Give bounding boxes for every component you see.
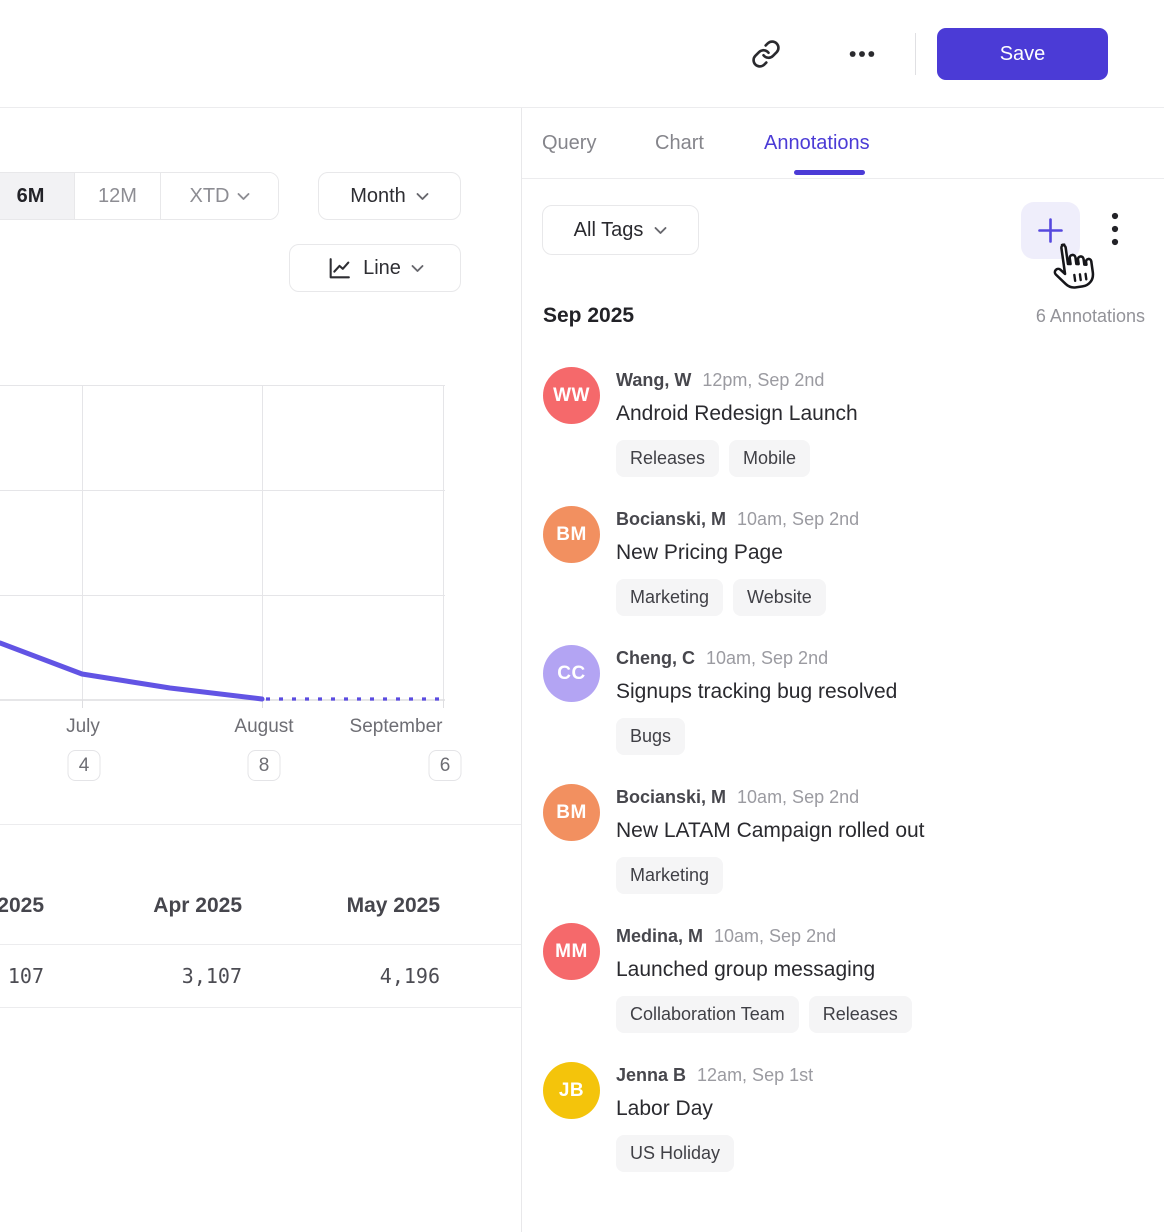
annotation-list-item[interactable]: WW Wang, W 12pm, Sep 2nd Android Redesig… [543,367,1145,477]
annotation-author: Bocianski, M [616,787,727,807]
annotation-timestamp: 10am, Sep 2nd [737,787,860,807]
annotation-tag[interactable]: Releases [616,440,720,477]
tab-chart[interactable]: Chart [655,131,704,154]
panel-tabs: Query Chart Annotations [522,108,1164,179]
table-header-cell: Apr 2025 [153,894,242,917]
all-tags-dropdown[interactable]: All Tags [542,205,699,255]
table-header-cell: 2025 [0,894,44,917]
annotation-timestamp: 10am, Sep 2nd [737,509,860,529]
annotation-tag[interactable]: Collaboration Team [616,996,799,1033]
avatar: MM [543,923,600,980]
line-chart-icon [326,255,353,282]
table-value-cell: 107 [7,964,44,988]
annotation-count-badge-august[interactable]: 8 [247,750,281,781]
annotation-timestamp: 10am, Sep 2nd [714,926,837,946]
annotations-menu-button[interactable] [1099,208,1131,254]
kebab-icon [1110,211,1120,251]
chart-type-dropdown[interactable]: Line [289,244,461,292]
annotation-list-item[interactable]: BM Bocianski, M 10am, Sep 2nd New LATAM … [543,784,1145,894]
ellipsis-icon [846,38,878,70]
range-12m-label: 12M [98,184,137,207]
table-header-cell: May 2025 [346,894,440,917]
chart-canvas [0,385,445,708]
data-table-header-row: 2025 Apr 2025 May 2025 [0,868,521,945]
tab-annotations[interactable]: Annotations [764,131,870,154]
topbar: Save [0,0,1164,108]
granularity-dropdown[interactable]: Month [318,172,461,220]
range-6m-label: 6M [16,184,45,207]
annotation-list-item[interactable]: MM Medina, M 10am, Sep 2nd Launched grou… [543,923,1145,1033]
annotation-title: Signups tracking bug resolved [616,680,898,703]
annotations-count: 6 Annotations [1035,306,1145,326]
topbar-divider [915,33,916,75]
table-value-cell: 3,107 [181,964,242,988]
save-button[interactable]: Save [937,28,1108,80]
avatar: CC [543,645,600,702]
range-xtd-button[interactable]: XTD [161,173,278,219]
annotation-author: Cheng, C [616,648,695,668]
annotation-tag[interactable]: Releases [808,996,912,1033]
active-tab-indicator [794,170,865,175]
annotation-title: New Pricing Page [616,541,783,564]
annotation-timestamp: 10am, Sep 2nd [706,648,829,668]
annotation-title: Android Redesign Launch [616,402,858,425]
x-label-july: July [66,716,100,737]
annotation-author: Bocianski, M [616,509,727,529]
add-annotation-button[interactable] [1021,202,1080,259]
annotation-count-badges: 4 8 6 [0,750,462,782]
tab-query[interactable]: Query [542,131,597,154]
annotation-tag[interactable]: Website [733,579,826,616]
chart-line-solid [0,640,265,702]
link-icon [751,39,781,69]
annotation-list-item[interactable]: JB Jenna B 12am, Sep 1st Labor Day US Ho… [543,1062,1145,1172]
chevron-down-icon [416,192,429,201]
chart-type-label: Line [363,256,401,279]
annotations-panel: Query Chart Annotations All Tags Sep 202… [521,108,1164,1232]
annotation-tag[interactable]: Marketing [616,579,724,616]
annotation-tag[interactable]: Mobile [729,440,811,477]
x-label-september: September [349,716,443,737]
data-table-value-row[interactable]: 107 3,107 4,196 [0,945,521,1008]
granularity-label: Month [350,184,406,207]
avatar: BM [543,784,600,841]
annotations-section-header: Sep 2025 6 Annotations [543,304,1145,332]
range-xtd-label: XTD [189,184,230,207]
annotation-tag[interactable]: Marketing [616,857,724,894]
chart-plot-area[interactable] [0,385,446,711]
date-range-button-group: 6M 12M XTD [0,172,279,220]
annotation-tag[interactable]: US Holiday [616,1135,735,1172]
chart-panel: 6M 12M XTD Month Line [0,108,521,1232]
annotation-author: Medina, M [616,926,704,946]
annotation-count-badge-july[interactable]: 4 [67,750,101,781]
table-separator [0,824,521,825]
annotation-author: Wang, W [616,370,692,390]
x-axis-labels: July August September [0,716,446,740]
avatar: WW [543,367,600,424]
copy-link-button[interactable] [744,32,788,76]
x-label-august: August [234,716,294,737]
all-tags-label: All Tags [573,218,644,241]
table-value-cell: 4,196 [379,964,440,988]
range-12m-button[interactable]: 12M [75,173,161,219]
annotation-timestamp: 12am, Sep 1st [697,1065,814,1085]
annotation-title: Launched group messaging [616,958,876,981]
annotations-list: WW Wang, W 12pm, Sep 2nd Android Redesig… [543,367,1145,1201]
range-6m-button[interactable]: 6M [0,173,75,219]
annotation-list-item[interactable]: CC Cheng, C 10am, Sep 2nd Signups tracki… [543,645,1145,755]
annotation-tag[interactable]: Bugs [616,718,686,755]
annotation-count-badge-september[interactable]: 6 [428,750,462,781]
chevron-down-icon [237,192,250,201]
plus-icon [1035,215,1066,246]
annotation-author: Jenna B [616,1065,687,1085]
annotation-title: New LATAM Campaign rolled out [616,819,925,842]
section-title: Sep 2025 [543,304,635,327]
more-options-button[interactable] [840,32,884,76]
chevron-down-icon [654,226,667,235]
avatar: BM [543,506,600,563]
chevron-down-icon [411,264,424,273]
annotation-list-item[interactable]: BM Bocianski, M 10am, Sep 2nd New Pricin… [543,506,1145,616]
avatar: JB [543,1062,600,1119]
annotation-title: Labor Day [616,1097,713,1120]
annotation-timestamp: 12pm, Sep 2nd [702,370,825,390]
